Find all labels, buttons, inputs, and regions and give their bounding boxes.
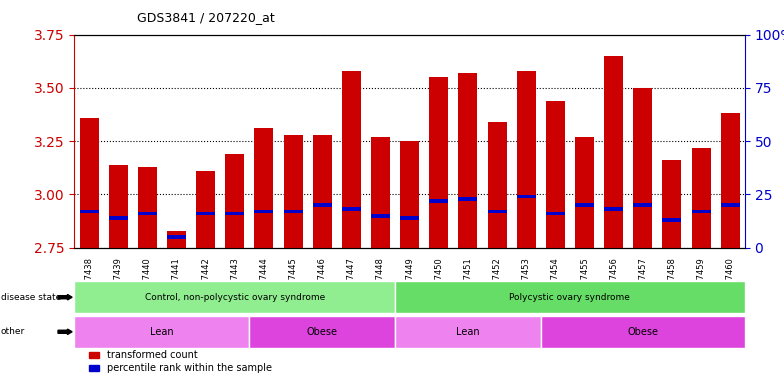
Bar	[313, 135, 332, 248]
Bar	[459, 73, 477, 248]
Bar	[720, 203, 739, 207]
Bar	[430, 77, 448, 248]
Bar	[517, 71, 535, 248]
Text: disease state: disease state	[1, 293, 61, 302]
Bar	[80, 210, 99, 214]
Text: Lean: Lean	[150, 327, 174, 337]
Bar	[255, 128, 274, 248]
Bar	[575, 137, 594, 248]
Bar	[488, 122, 506, 248]
Bar	[459, 197, 477, 200]
Bar	[400, 216, 419, 220]
Text: Obese: Obese	[627, 327, 659, 337]
Bar	[691, 210, 710, 214]
Bar	[720, 113, 739, 248]
Bar	[342, 71, 361, 248]
Bar	[196, 171, 215, 248]
Bar	[430, 199, 448, 203]
Bar	[546, 101, 564, 248]
Bar	[138, 212, 157, 215]
Bar	[604, 207, 623, 211]
Text: GDS3841 / 207220_at: GDS3841 / 207220_at	[137, 12, 275, 25]
Text: Control, non-polycystic ovary syndrome: Control, non-polycystic ovary syndrome	[145, 293, 325, 302]
Bar	[604, 56, 623, 248]
Bar	[138, 167, 157, 248]
Bar	[225, 154, 245, 248]
Bar	[400, 141, 419, 248]
Bar	[313, 203, 332, 207]
Bar	[633, 88, 652, 248]
Text: Lean: Lean	[456, 327, 480, 337]
Bar	[167, 235, 186, 239]
Legend: transformed count, percentile rank within the sample: transformed count, percentile rank withi…	[87, 349, 274, 375]
Bar	[167, 231, 186, 248]
Bar	[371, 214, 390, 218]
Bar	[109, 216, 128, 220]
Text: Obese: Obese	[307, 327, 338, 337]
Text: other: other	[1, 327, 25, 336]
Bar	[80, 118, 99, 248]
Bar	[662, 160, 681, 248]
Bar	[109, 165, 128, 248]
Bar	[575, 203, 594, 207]
Bar	[255, 210, 274, 214]
Bar	[517, 195, 535, 199]
Bar	[691, 147, 710, 248]
Bar	[633, 203, 652, 207]
Bar	[225, 212, 245, 215]
Bar	[284, 210, 303, 214]
Bar	[488, 210, 506, 214]
Bar	[546, 212, 564, 215]
Bar	[284, 135, 303, 248]
Bar	[662, 218, 681, 222]
Bar	[342, 207, 361, 211]
Bar	[371, 137, 390, 248]
Bar	[196, 212, 215, 215]
Text: Polycystic ovary syndrome: Polycystic ovary syndrome	[510, 293, 630, 302]
